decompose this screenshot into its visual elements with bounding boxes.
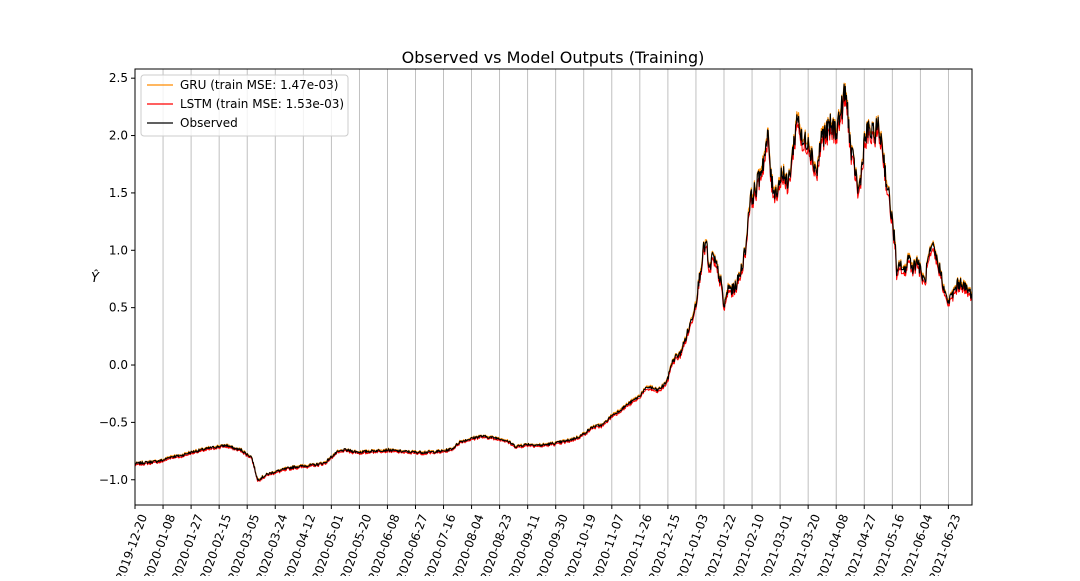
y-tick-label: 2.0 <box>109 129 128 143</box>
plot-frame <box>134 68 973 506</box>
y-axis-label: Ŷ <box>91 270 100 286</box>
legend-box <box>140 74 349 137</box>
series-lines <box>134 82 973 482</box>
y-tick-label: 0.5 <box>109 301 128 315</box>
y-tick-label: 0.0 <box>109 358 128 372</box>
chart-title: Observed vs Model Outputs (Training) <box>402 48 705 67</box>
y-tick-label: −1.0 <box>99 473 128 487</box>
legend: GRU (train MSE: 1.47e-03) LSTM (train MSE… <box>140 74 349 137</box>
y-tick-label: 1.0 <box>109 243 128 257</box>
legend-label: Observed <box>180 116 238 130</box>
y-tick-label: −0.5 <box>99 415 128 429</box>
legend-label: GRU (train MSE: 1.47e-03) <box>180 78 338 92</box>
series-line-observed <box>134 83 973 481</box>
legend-label: LSTM (train MSE: 1.53e-03) <box>180 97 344 111</box>
grid-lines <box>134 69 949 505</box>
y-axis: −1.0 −0.5 0.0 0.5 1.0 1.5 2.0 2.5 <box>99 71 135 487</box>
y-tick-label: 1.5 <box>109 186 128 200</box>
y-tick-label: 2.5 <box>109 71 128 85</box>
